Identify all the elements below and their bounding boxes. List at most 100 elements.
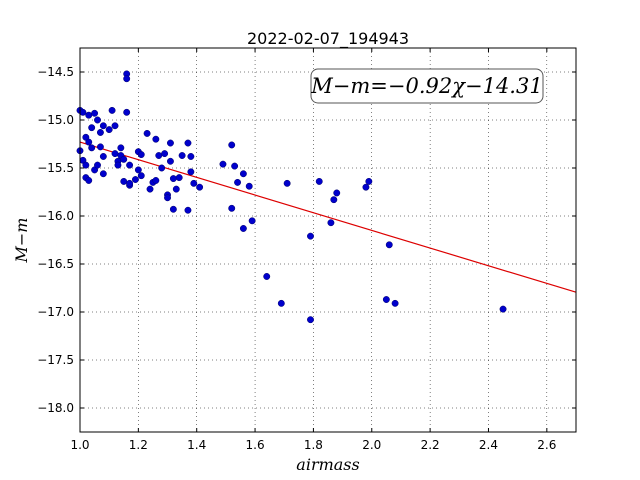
data-point bbox=[219, 160, 227, 168]
data-point bbox=[307, 316, 314, 324]
data-point bbox=[85, 111, 93, 119]
data-point bbox=[187, 153, 195, 160]
data-point bbox=[164, 194, 171, 202]
data-point bbox=[178, 152, 186, 159]
data-point bbox=[196, 183, 204, 191]
chart-title: 2022-02-07_194943 bbox=[247, 29, 409, 49]
data-point bbox=[91, 109, 99, 117]
data-point bbox=[327, 219, 335, 227]
x-tick-label: 1.0 bbox=[70, 438, 89, 452]
grid-lines bbox=[79, 48, 576, 432]
data-point bbox=[330, 196, 338, 204]
data-point bbox=[158, 164, 166, 172]
data-point bbox=[85, 177, 93, 184]
data-point bbox=[99, 153, 107, 160]
data-point bbox=[134, 166, 142, 174]
x-tick-label: 2.0 bbox=[362, 438, 381, 452]
data-point bbox=[111, 122, 119, 130]
y-tick-label: −17.0 bbox=[37, 305, 74, 319]
data-point bbox=[152, 177, 160, 184]
data-point bbox=[79, 108, 87, 116]
data-point bbox=[143, 129, 151, 137]
data-point bbox=[94, 161, 101, 169]
data-point bbox=[117, 144, 125, 152]
data-point bbox=[82, 161, 90, 169]
axis-ticks bbox=[79, 48, 576, 432]
data-point bbox=[175, 174, 183, 182]
y-tick-label: −17.5 bbox=[37, 353, 74, 367]
data-point bbox=[96, 143, 104, 151]
data-point bbox=[94, 116, 101, 124]
data-point bbox=[234, 178, 242, 186]
data-point bbox=[382, 296, 390, 303]
data-point bbox=[88, 144, 96, 152]
data-point bbox=[88, 124, 96, 132]
data-point bbox=[190, 179, 198, 187]
fit-equation-label: M−m=−0.92χ−14.31 bbox=[310, 74, 542, 98]
y-tick-label: −16.0 bbox=[37, 209, 74, 223]
data-point bbox=[187, 168, 195, 176]
data-point bbox=[391, 299, 399, 307]
x-tick-label: 1.4 bbox=[187, 438, 206, 452]
y-axis-label: M−m bbox=[12, 218, 31, 264]
data-point bbox=[166, 157, 174, 165]
data-point bbox=[231, 162, 239, 170]
data-point bbox=[99, 170, 107, 178]
data-point bbox=[283, 179, 291, 187]
x-tick-label: 1.6 bbox=[246, 438, 265, 452]
data-point bbox=[184, 139, 192, 147]
data-point bbox=[108, 106, 116, 114]
y-tick-label: −16.5 bbox=[37, 257, 74, 271]
x-tick-labels: 1.0 1.2 1.4 1.6 1.8 2.0 2.2 2.4 2.6 bbox=[70, 438, 556, 452]
y-tick-label: −15.0 bbox=[37, 113, 74, 127]
y-tick-label: −14.5 bbox=[37, 65, 74, 79]
data-point bbox=[248, 217, 256, 225]
data-point bbox=[131, 176, 139, 183]
data-point bbox=[169, 175, 177, 183]
x-tick-label: 1.8 bbox=[304, 438, 323, 452]
data-point bbox=[114, 161, 122, 169]
data-point bbox=[365, 177, 373, 185]
y-tick-labels: −14.5 −15.0 −15.5 −16.0 −16.5 −17.0 −17.5 −18.0 bbox=[37, 65, 74, 415]
data-point bbox=[307, 232, 314, 240]
data-point bbox=[120, 155, 128, 163]
data-point bbox=[137, 172, 145, 180]
y-tick-label: −18.0 bbox=[37, 401, 74, 415]
data-point bbox=[245, 182, 253, 190]
data-point bbox=[263, 273, 271, 280]
data-point bbox=[239, 170, 247, 178]
data-point bbox=[146, 185, 154, 193]
data-point bbox=[96, 129, 104, 136]
x-tick-label: 1.2 bbox=[129, 438, 148, 452]
data-point bbox=[152, 135, 160, 143]
data-point bbox=[123, 75, 131, 83]
x-axis-label: airmass bbox=[296, 455, 359, 474]
data-points bbox=[76, 70, 507, 324]
data-point bbox=[228, 204, 236, 212]
x-tick-label: 2.6 bbox=[537, 438, 556, 452]
data-point bbox=[239, 225, 247, 232]
x-tick-label: 2.2 bbox=[421, 438, 440, 452]
fit-equation-box: M−m=−0.92χ−14.31 bbox=[310, 68, 544, 104]
data-point bbox=[161, 150, 169, 158]
data-point bbox=[499, 305, 507, 313]
data-point bbox=[315, 177, 323, 185]
data-point bbox=[169, 205, 177, 213]
data-point bbox=[126, 179, 134, 187]
data-point bbox=[166, 139, 174, 147]
y-tick-label: −15.5 bbox=[37, 161, 74, 175]
data-point bbox=[277, 299, 285, 307]
fit-line-group bbox=[79, 141, 577, 293]
data-point bbox=[362, 183, 370, 191]
data-point bbox=[99, 122, 107, 130]
data-point bbox=[120, 177, 128, 185]
x-tick-label: 2.4 bbox=[479, 438, 498, 452]
data-point bbox=[333, 189, 341, 197]
data-point bbox=[155, 152, 163, 159]
fit-line bbox=[79, 141, 577, 293]
data-point bbox=[123, 108, 131, 116]
data-point bbox=[184, 206, 192, 214]
data-point bbox=[105, 126, 113, 134]
plot-frame bbox=[79, 47, 577, 433]
